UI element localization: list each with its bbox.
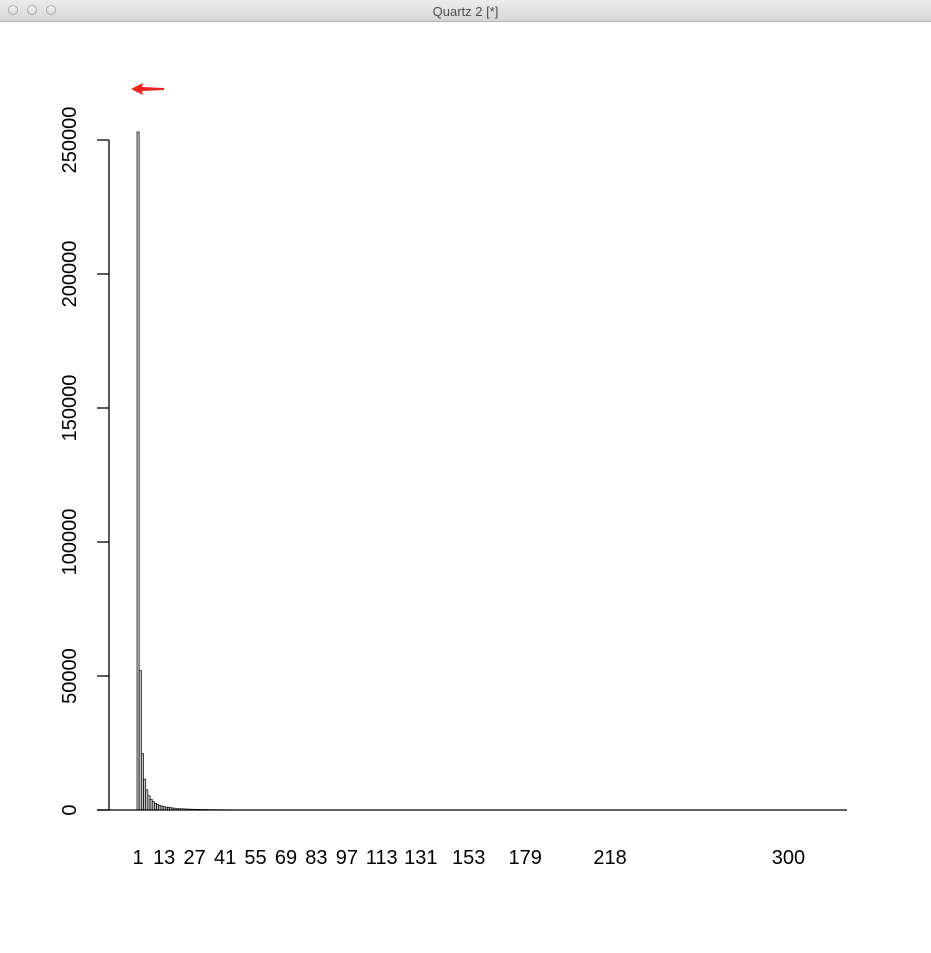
x-tick-label: 131	[404, 847, 437, 869]
minimize-window-button[interactable]	[27, 5, 37, 15]
x-tick-label: 55	[244, 847, 266, 869]
red-arrow-annotation	[131, 83, 164, 95]
bar-series	[136, 131, 666, 811]
window-titlebar: Quartz 2 [*]	[0, 0, 931, 22]
x-tick-label: 113	[366, 847, 398, 869]
window-title: Quartz 2 [*]	[432, 4, 499, 19]
y-tick-label: 200000	[59, 241, 81, 308]
zoom-window-button[interactable]	[46, 5, 56, 15]
x-tick-label: 153	[452, 847, 485, 869]
x-tick-label: 83	[305, 847, 327, 869]
y-tick-label: 0	[59, 804, 81, 815]
close-window-button[interactable]	[8, 5, 18, 15]
x-tick-label: 69	[275, 847, 297, 869]
x-axis-labels: 1 13 27 41 55 69 83 97 113 131 153 179 218 300	[133, 847, 806, 869]
y-tick-label: 50000	[59, 648, 81, 704]
x-tick-label: 218	[593, 847, 626, 869]
x-tick-label: 97	[336, 847, 358, 869]
y-tick-label: 150000	[59, 375, 81, 442]
x-tick-label: 300	[772, 847, 805, 869]
y-tick-label: 100000	[59, 509, 81, 576]
x-tick-label: 27	[183, 847, 205, 869]
y-axis: 0 50000 100000 150000 200000 250000	[59, 107, 110, 816]
x-tick-label: 1	[133, 847, 144, 869]
x-tick-label: 13	[153, 847, 175, 869]
y-tick-label: 250000	[59, 107, 81, 174]
x-tick-label: 41	[214, 847, 236, 869]
x-tick-label: 179	[509, 847, 542, 869]
